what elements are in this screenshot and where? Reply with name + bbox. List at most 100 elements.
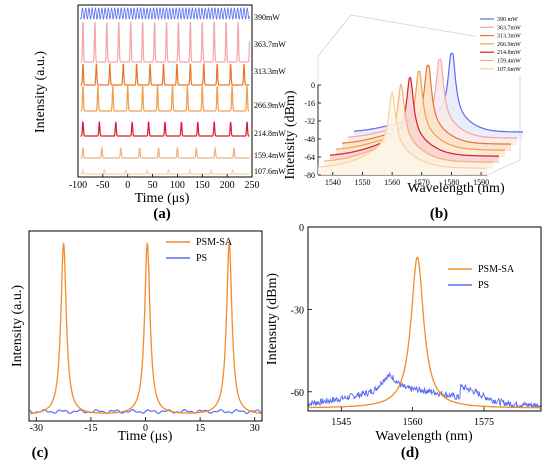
panel-b-legend-label-1: 363.7mW [497,25,521,31]
panel-a-label: (a) [153,206,171,222]
panel-b-ytick-label: -80 [304,171,315,180]
panel-d-legend-label-1: PS [478,280,489,291]
panel-d-xlabel: Wavelength (nm) [375,429,473,444]
panel-d-xticks: 1545 1560 1575 [331,407,494,428]
panel-c-frame [28,230,263,422]
panel-b-xtick-label: 1570 [414,178,430,187]
panel-a-xticks: -100 -50 0 50 100 150 200 250 [69,174,260,191]
panel-b-xlabel: Wavelength (nm) [407,181,505,196]
panel-b-ylabel: Intensity (dBm) [283,90,298,179]
panel-d-traces [307,256,542,409]
panel-b-legend-label-4: 214.8mW [497,50,521,56]
panel-b-xtick-label: 1560 [384,178,400,187]
panel-d-ytick-label: -60 [291,388,304,399]
panel-c-series-psm-sa [29,241,262,415]
panel-c-label: (c) [32,445,49,461]
panel-a-legend: 390mW 363.7mW 313.3mW 266.9mW 214.8mW 159.4mW… [254,13,286,176]
panel-c-series-ps [28,408,262,415]
panel-c-legend: PSM-SA PS [166,237,233,264]
panel-b-series-5 [324,82,493,163]
panel-b-ytick-label: -64 [304,153,315,162]
panel-b-series-3 [336,70,505,151]
panel-b-legend-label-5: 159.4mW [497,59,521,65]
panel-b-ytick-label: -48 [304,135,315,144]
panel-a-ylabel: Intensity (a.u.) [33,51,48,133]
panel-c-xtick-label: 30 [250,423,260,434]
panel-d-xtick-label: 1545 [331,417,351,428]
panel-b-series-6 [318,90,487,169]
panel-a-xtick-label: 100 [170,180,185,191]
panel-d-ytick-label: 0 [299,223,304,234]
panel-a-frame [77,4,253,178]
panel-b-legend-label-6: 107.6mW [497,67,521,73]
panel-d-legend-label-0: PSM-SA [478,264,515,275]
panel-c-legend-label-0: PSM-SA [196,237,233,248]
panel-b-series-4 [330,76,499,157]
panel-a-traces [80,7,250,175]
panel-c-traces [28,241,262,415]
panel-a-xtick-label: 250 [245,180,260,191]
panel-c-xtick-label: -30 [30,423,43,434]
panel-d-series-psm-sa [308,256,541,409]
panel-a-legend-label-1: 363.7mW [254,40,286,49]
panel-d-ytick-label: -30 [291,305,304,316]
panel-b-legend: 390 mW 363.7mW 313.3mW 266.9mW 214.8mW 159.4m… [476,14,548,76]
panel-b-yticks: 0 -16 -32 -48 -64 -80 [304,81,321,180]
panel-c-legend-label-1: PS [196,253,207,264]
panel-b-xtick-label: 1590 [473,178,489,187]
panel-a-series-2 [80,62,250,86]
panel-a-legend-label-0: 390mW [254,13,280,22]
panel-a-series-6 [80,168,250,175]
panel-d-ylabel: Intensuty (dBm) [265,273,280,365]
panel-d-frame [307,226,542,412]
panel-b-fill-3 [336,71,505,157]
panel-a-legend-label-2: 313.3mW [254,67,286,76]
panel-c-xticks: -30 -15 0 15 30 [30,417,260,434]
panel-d-label: (d) [401,445,419,461]
panel-c-xtick-label: 15 [195,423,205,434]
panel-b-ytick-label: -32 [304,117,315,126]
panel-c: PSM-SA PS -30 -15 0 15 30 Time (μs) Intensity… [10,230,263,461]
panel-a-series-3 [80,84,250,112]
panel-c-xlabel: Time (μs) [118,429,173,444]
panel-b-xtick-label: 1550 [354,178,370,187]
panel-b-ytick-label: 0 [311,81,315,90]
panel-b-ytick-label: -16 [304,99,315,108]
panel-a-series-5 [80,146,250,159]
panel-a-series-4 [80,120,250,137]
panel-a-xlabel: Time (μs) [135,191,190,206]
panel-a-legend-label-4: 214.8mW [254,129,286,138]
panel-a-xtick-label: 50 [148,180,158,191]
panel-d-legend: PSM-SA PS [448,264,515,291]
panel-a-xtick-label: 200 [220,180,235,191]
panel-a: 390mW 363.7mW 313.3mW 266.9mW 214.8mW 159.4mW… [33,4,286,222]
panel-b-series-2 [342,64,511,145]
panel-b: 0 -16 -32 -48 -64 -80 1540 1550 1560 1570 1580 159… [283,14,548,222]
panel-a-xtick-label: 0 [125,180,130,191]
panel-b-fill-4 [330,77,499,163]
panel-d-xtick-label: 1575 [474,417,494,428]
panel-a-xtick-label: -100 [69,180,87,191]
panel-b-xticks: 1540 1550 1560 1570 1580 1590 [325,172,489,187]
panel-b-label: (b) [430,206,448,222]
panel-a-xtick-label: -50 [96,180,109,191]
panel-b-legend-label-3: 266.9mW [497,42,521,48]
panel-d-yticks: 0 -30 -60 [291,223,312,399]
panel-a-legend-label-6: 107.6mW [254,167,286,176]
panel-d: PSM-SA PS 1545 1560 1575 0 -30 -60 Wavelength… [265,223,542,461]
panel-c-xtick-label: -15 [84,423,97,434]
panel-b-xtick-label: 1540 [325,178,341,187]
panel-d-xtick-label: 1560 [403,417,423,428]
panel-b-fill-6 [318,92,487,175]
panel-b-legend-label-2: 313.3mW [497,34,521,40]
panel-c-xtick-label: 0 [143,423,148,434]
panel-a-legend-label-5: 159.4mW [254,151,286,160]
panel-d-series-ps [307,371,542,409]
panel-b-xtick-label: 1580 [443,178,459,187]
panel-a-series-0 [80,7,250,20]
panel-a-legend-label-3: 266.9mW [254,101,286,110]
panel-a-series-1 [80,20,250,63]
panel-b-fill-2 [342,65,511,151]
panel-c-ylabel: Intensity (a.u.) [10,285,25,367]
